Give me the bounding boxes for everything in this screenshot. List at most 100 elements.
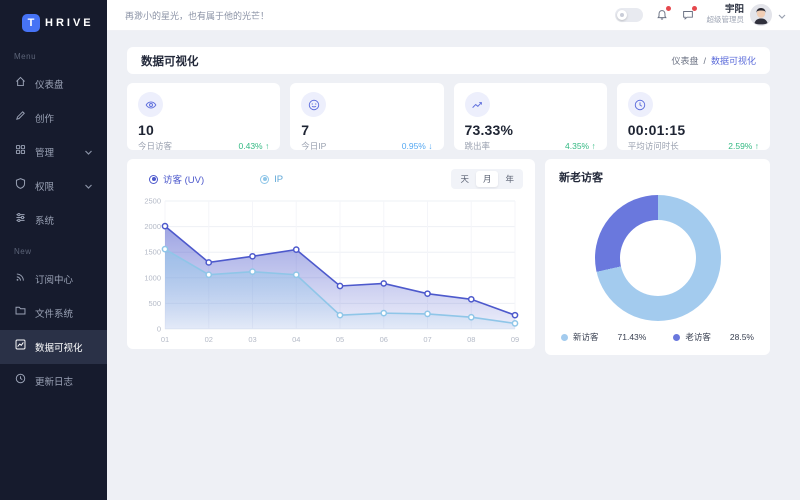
sidebar-item-system[interactable]: 系统	[0, 203, 107, 237]
stat-label: 今日IP	[301, 141, 327, 151]
stat-card-ip: 7 今日IP 0.95% ↓	[290, 83, 444, 151]
stat-label: 跳出率	[464, 141, 491, 151]
stat-value: 10	[138, 122, 154, 138]
svg-text:1000: 1000	[144, 273, 161, 282]
stat-delta: 4.35% ↑	[565, 141, 596, 151]
stat-delta: 0.95% ↓	[401, 141, 433, 151]
sidebar-item-data-visualization[interactable]: 数据可视化	[0, 330, 107, 364]
legend-dot-icon	[561, 333, 568, 341]
svg-text:09: 09	[511, 335, 519, 344]
sidebar-item-label: 数据可视化	[35, 343, 83, 354]
stat-label: 今日访客	[138, 141, 173, 151]
sidebar-item-dashboard[interactable]: 仪表盘	[0, 67, 107, 101]
logo[interactable]: T HRIVE	[0, 8, 107, 42]
legend-item-old-visitors[interactable]: 老访客 28.5%	[673, 331, 754, 343]
sidebar-item-create[interactable]: 创作	[0, 101, 107, 135]
line-chart[interactable]: 0 500 1000 1500 2000 2500 01 02 03 04 05 06 07 08 09	[139, 195, 523, 347]
user-name: 宇阳	[724, 4, 744, 16]
theme-toggle[interactable]	[614, 8, 643, 22]
new-old-visitors-card: 新老访客 新访客 71.43%	[545, 159, 770, 355]
svg-text:04: 04	[292, 335, 300, 344]
svg-text:2500: 2500	[144, 197, 161, 206]
notification-dot	[665, 6, 671, 11]
donut-chart[interactable]	[594, 195, 721, 321]
sidebar-item-subscription[interactable]: 订阅中心	[0, 262, 107, 296]
legend-value: 71.43%	[617, 332, 647, 342]
legend-item-new-visitors[interactable]: 新访客 71.43%	[561, 331, 646, 343]
svg-text:0: 0	[157, 325, 161, 334]
sidebar-item-permissions[interactable]: 权限	[0, 169, 107, 203]
header-motto: 再渺小的星光，也有属于他的光芒！	[125, 10, 270, 21]
stat-value: 73.33%	[464, 122, 514, 138]
logo-text: HRIVE	[45, 17, 94, 29]
svg-text:08: 08	[467, 335, 475, 344]
sidebar-item-changelog[interactable]: 更新日志	[0, 364, 107, 398]
stat-card-bounce-rate: 73.33% 跳出率 4.35% ↑	[453, 83, 607, 151]
svg-text:07: 07	[423, 335, 431, 344]
sliders-icon	[14, 211, 27, 229]
grid-icon	[14, 143, 27, 161]
stats-row: 10 今日访客 0.43% ↑ 7 今日IP 0.95% ↓	[127, 83, 770, 151]
sidebar-item-label: 仪表盘	[35, 80, 64, 91]
sidebar-item-label: 管理	[35, 148, 55, 159]
svg-text:02: 02	[205, 335, 213, 344]
user-menu[interactable]: 宇阳 超级管理员	[707, 4, 787, 26]
legend-item-ip[interactable]: IP	[260, 172, 283, 186]
tab-year[interactable]: 年	[505, 174, 514, 184]
svg-text:06: 06	[380, 335, 388, 344]
svg-text:1500: 1500	[144, 248, 161, 257]
sidebar-item-label: 更新日志	[35, 377, 74, 388]
rss-icon	[14, 270, 27, 288]
breadcrumb-current: 数据可视化	[710, 56, 756, 66]
sidebar: T HRIVE Menu 仪表盘 创作 管理 权限 系统 New	[0, 0, 107, 500]
donut-legend: 新访客 71.43% 老访客 28.5%	[559, 331, 756, 345]
up-arrow: ↑	[591, 141, 596, 151]
home-icon	[14, 75, 27, 93]
stat-delta: 2.59% ↑	[728, 141, 759, 151]
stat-card-visitors: 10 今日访客 0.43% ↑	[127, 83, 281, 151]
up-arrow: ↑	[265, 141, 270, 151]
down-arrow: ↓	[428, 141, 433, 151]
sidebar-item-manage[interactable]: 管理	[0, 135, 107, 169]
bell-icon[interactable]	[655, 6, 671, 22]
toggle-knob	[616, 10, 627, 20]
stat-card-avg-duration: 00:01:15 平均访问时长 2.59% ↑	[616, 83, 770, 151]
legend-dot-icon	[260, 174, 270, 184]
donut-chart-title: 新老访客	[559, 172, 603, 184]
breadcrumb-parent[interactable]: 仪表盘	[671, 56, 699, 66]
sidebar-section-menu: Menu	[14, 52, 37, 61]
legend-value: 28.5%	[729, 332, 754, 342]
eye-icon	[138, 92, 163, 117]
stat-delta: 0.43% ↑	[238, 141, 270, 151]
tab-day[interactable]: 天	[460, 174, 469, 184]
svg-text:03: 03	[248, 335, 256, 344]
visitors-line-chart-card: 访客 (UV) IP 天 月 年 0 5 0	[127, 159, 535, 349]
svg-text:500: 500	[148, 299, 161, 308]
up-arrow: ↑	[754, 141, 759, 151]
sidebar-section-new: New	[14, 247, 32, 256]
notification-dot	[691, 6, 697, 11]
legend-item-uv[interactable]: 访客 (UV)	[149, 172, 204, 186]
clock-icon	[627, 92, 653, 117]
svg-text:05: 05	[336, 335, 344, 344]
message-icon[interactable]	[681, 6, 697, 22]
range-segmented-control: 天 月 年	[451, 169, 523, 189]
svg-text:2000: 2000	[144, 222, 161, 231]
sidebar-item-label: 订阅中心	[35, 275, 74, 286]
chevron-down-icon	[82, 184, 95, 189]
donut-hole	[619, 220, 696, 296]
sidebar-item-files[interactable]: 文件系统	[0, 296, 107, 330]
logo-icon: T	[22, 14, 40, 32]
refresh-clock-icon	[14, 372, 27, 390]
shield-icon	[14, 177, 27, 195]
smiley-icon	[301, 92, 327, 117]
legend-dot-icon	[673, 333, 681, 341]
folder-icon	[14, 304, 27, 322]
legend-dot-icon	[149, 174, 158, 184]
avatar	[750, 4, 772, 26]
sidebar-item-label: 系统	[35, 216, 55, 227]
top-header: 再渺小的星光，也有属于他的光芒！ 宇阳 超级管理员	[107, 0, 800, 31]
sidebar-item-label: 文件系统	[35, 309, 74, 320]
tab-month[interactable]: 月	[475, 171, 499, 187]
